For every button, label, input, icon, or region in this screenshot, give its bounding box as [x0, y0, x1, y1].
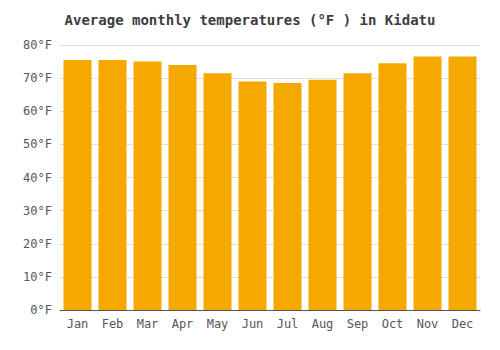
- svg-text:80°F: 80°F: [23, 38, 52, 52]
- svg-text:Dec: Dec: [452, 317, 474, 331]
- svg-text:50°F: 50°F: [23, 137, 52, 151]
- svg-text:Jan: Jan: [67, 317, 89, 331]
- svg-text:May: May: [207, 317, 229, 331]
- svg-text:Sep: Sep: [347, 317, 369, 331]
- svg-text:0°F: 0°F: [30, 303, 52, 317]
- svg-text:Jul: Jul: [277, 317, 299, 331]
- svg-text:70°F: 70°F: [23, 71, 52, 85]
- svg-text:Feb: Feb: [102, 317, 124, 331]
- svg-text:Average monthly temperatures (: Average monthly temperatures (°F ) in Ki…: [65, 12, 436, 28]
- svg-text:Nov: Nov: [417, 317, 439, 331]
- svg-text:20°F: 20°F: [23, 237, 52, 251]
- svg-text:30°F: 30°F: [23, 204, 52, 218]
- svg-text:40°F: 40°F: [23, 171, 52, 185]
- svg-text:Oct: Oct: [382, 317, 404, 331]
- svg-text:Jun: Jun: [242, 317, 264, 331]
- svg-text:Mar: Mar: [137, 317, 159, 331]
- svg-text:10°F: 10°F: [23, 270, 52, 284]
- svg-text:Apr: Apr: [172, 317, 194, 331]
- svg-text:60°F: 60°F: [23, 104, 52, 118]
- svg-text:Aug: Aug: [312, 317, 334, 331]
